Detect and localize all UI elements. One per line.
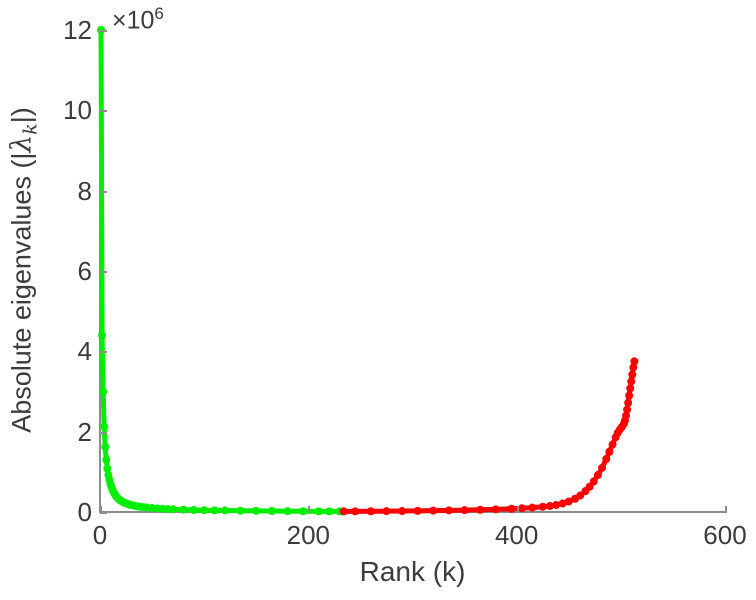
data-point: [623, 405, 632, 414]
data-point: [444, 506, 453, 515]
data-point: [507, 504, 516, 513]
y-tick-label: 2: [77, 416, 92, 447]
data-point: [221, 506, 229, 515]
data-point: [398, 507, 407, 516]
data-point: [589, 477, 598, 486]
x-tick-label: 600: [703, 520, 747, 550]
data-point: [629, 363, 638, 372]
y-tick-label: 10: [63, 95, 92, 126]
data-point: [628, 370, 637, 379]
data-point: [382, 507, 391, 516]
y-tick-mark: [100, 110, 107, 113]
exponent-power: 6: [154, 4, 164, 23]
y-tick-label: 6: [77, 256, 92, 286]
data-point: [283, 507, 292, 516]
data-point: [552, 500, 561, 509]
data-point: [538, 502, 547, 511]
data-point: [622, 411, 631, 420]
data-point: [101, 442, 110, 451]
y-tick-label: 0: [77, 497, 92, 527]
x-tick-mark: [100, 506, 102, 513]
data-point: [602, 454, 611, 463]
x-tick-mark: [308, 506, 311, 513]
series-trailing-eigenvalues-red: [339, 357, 639, 516]
x-tick-label: 400: [494, 520, 539, 550]
data-point: [605, 447, 614, 456]
data-point: [98, 331, 107, 340]
series-line: [98, 27, 347, 514]
data-point: [460, 506, 469, 515]
data-point: [564, 497, 573, 506]
y-tick-label: 8: [77, 175, 92, 206]
data-point: [546, 501, 554, 510]
y-tick-mark: [100, 190, 107, 193]
data-point: [100, 422, 109, 431]
data-point: [476, 505, 485, 514]
data-point: [99, 387, 108, 396]
x-axis-tick-labels: 0 200 400 600: [0, 522, 756, 558]
data-point: [267, 507, 276, 516]
data-point: [413, 506, 422, 515]
data-point: [576, 491, 585, 500]
x-tick-mark: [725, 506, 727, 513]
data-point: [339, 507, 348, 516]
plot-area: [97, 26, 727, 516]
x-tick-mark: [516, 506, 519, 513]
data-point: [630, 357, 639, 366]
y-tick-label: 4: [77, 336, 92, 367]
y-tick-mark: [100, 512, 107, 514]
data-point: [558, 499, 567, 508]
data-point: [168, 505, 177, 514]
data-point: [103, 464, 112, 473]
data-point: [210, 506, 219, 515]
exponent-base: ×10: [112, 6, 155, 35]
data-point: [325, 507, 334, 516]
data-point: [627, 377, 636, 386]
data-point: [236, 506, 245, 515]
data-point: [624, 398, 633, 407]
y-tick-mark: [100, 271, 107, 273]
y-tick-label: 12: [63, 15, 92, 45]
data-point: [528, 503, 537, 512]
data-point: [314, 507, 323, 516]
data-point: [200, 506, 209, 515]
x-tick-label: 200: [286, 520, 331, 550]
data-point: [598, 463, 607, 472]
data-point: [189, 505, 198, 514]
data-point: [491, 505, 500, 514]
data-point: [593, 471, 602, 480]
y-tick-mark: [100, 351, 107, 354]
y-tick-mark: [100, 431, 107, 434]
data-point: [517, 504, 526, 513]
data-point: [366, 507, 375, 516]
x-axis-label: Rank (k): [359, 556, 466, 587]
data-point: [626, 384, 635, 393]
data-series-svg: [97, 26, 639, 516]
data-point: [351, 507, 360, 516]
data-point: [252, 506, 261, 515]
y-axis-tick-labels: 0 2 4 6 8 10 12: [28, 0, 92, 540]
x-tick-label: 0: [92, 520, 108, 550]
data-point: [625, 391, 634, 400]
y-axis-exponent-multiplier: ×106: [112, 4, 164, 35]
series-leading-eigenvalues-green: [97, 26, 348, 516]
data-point: [299, 507, 308, 516]
data-point: [429, 506, 438, 515]
data-point: [608, 440, 617, 449]
data-point: [179, 505, 188, 514]
data-point: [102, 455, 111, 464]
y-tick-mark: [100, 30, 107, 32]
